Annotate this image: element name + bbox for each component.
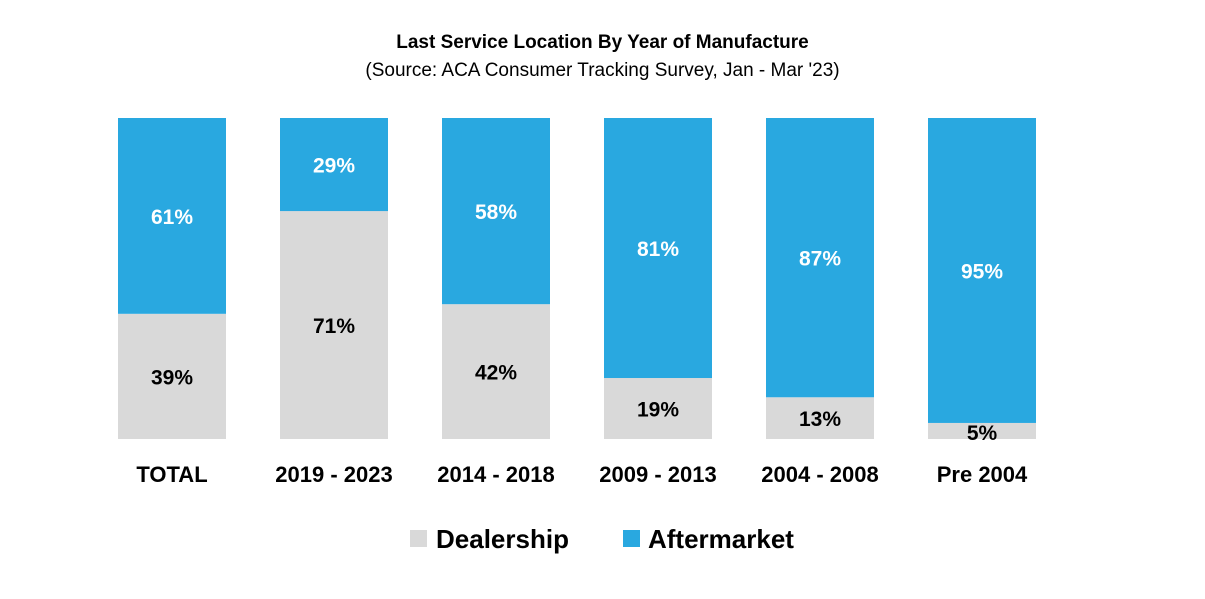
data-label-aftermarket-0: 61% — [151, 206, 193, 229]
bar-aftermarket-4 — [766, 118, 874, 398]
bar-dealership-2 — [442, 304, 550, 439]
bar-dealership-5 — [928, 422, 1036, 439]
bar-dealership-0 — [118, 313, 226, 439]
legend-label-dealership: Dealership — [436, 524, 569, 554]
bar-aftermarket-1 — [280, 118, 388, 212]
legend-swatch-dealership — [410, 530, 427, 547]
chart-subtitle: (Source: ACA Consumer Tracking Survey, J… — [365, 60, 840, 81]
data-label-aftermarket-3: 81% — [637, 238, 679, 261]
category-label-4: 2004 - 2008 — [761, 462, 878, 487]
data-label-dealership-1: 71% — [313, 315, 355, 338]
legend-swatch-aftermarket — [623, 530, 640, 547]
data-label-dealership-0: 39% — [151, 366, 193, 389]
data-label-dealership-2: 42% — [475, 362, 517, 385]
category-label-3: 2009 - 2013 — [599, 462, 716, 487]
bar-dealership-1 — [280, 211, 388, 439]
data-label-aftermarket-2: 58% — [475, 201, 517, 224]
legend-label-aftermarket: Aftermarket — [648, 524, 794, 554]
data-label-dealership-4: 13% — [799, 408, 841, 431]
bar-dealership-4 — [766, 397, 874, 439]
data-label-aftermarket-1: 29% — [313, 155, 355, 178]
bar-aftermarket-5 — [928, 118, 1036, 423]
bar-dealership-3 — [604, 378, 712, 439]
bar-aftermarket-2 — [442, 118, 550, 305]
data-label-dealership-3: 19% — [637, 399, 679, 422]
category-label-5: Pre 2004 — [937, 462, 1028, 487]
data-label-aftermarket-4: 87% — [799, 248, 841, 271]
chart-title: Last Service Location By Year of Manufac… — [396, 32, 809, 53]
bar-aftermarket-3 — [604, 118, 712, 379]
data-label-aftermarket-5: 95% — [961, 260, 1003, 283]
category-label-0: TOTAL — [136, 462, 207, 487]
data-label-dealership-5: 5% — [967, 422, 998, 445]
category-label-2: 2014 - 2018 — [437, 462, 554, 487]
category-label-1: 2019 - 2023 — [275, 462, 392, 487]
bar-aftermarket-0 — [118, 118, 226, 314]
